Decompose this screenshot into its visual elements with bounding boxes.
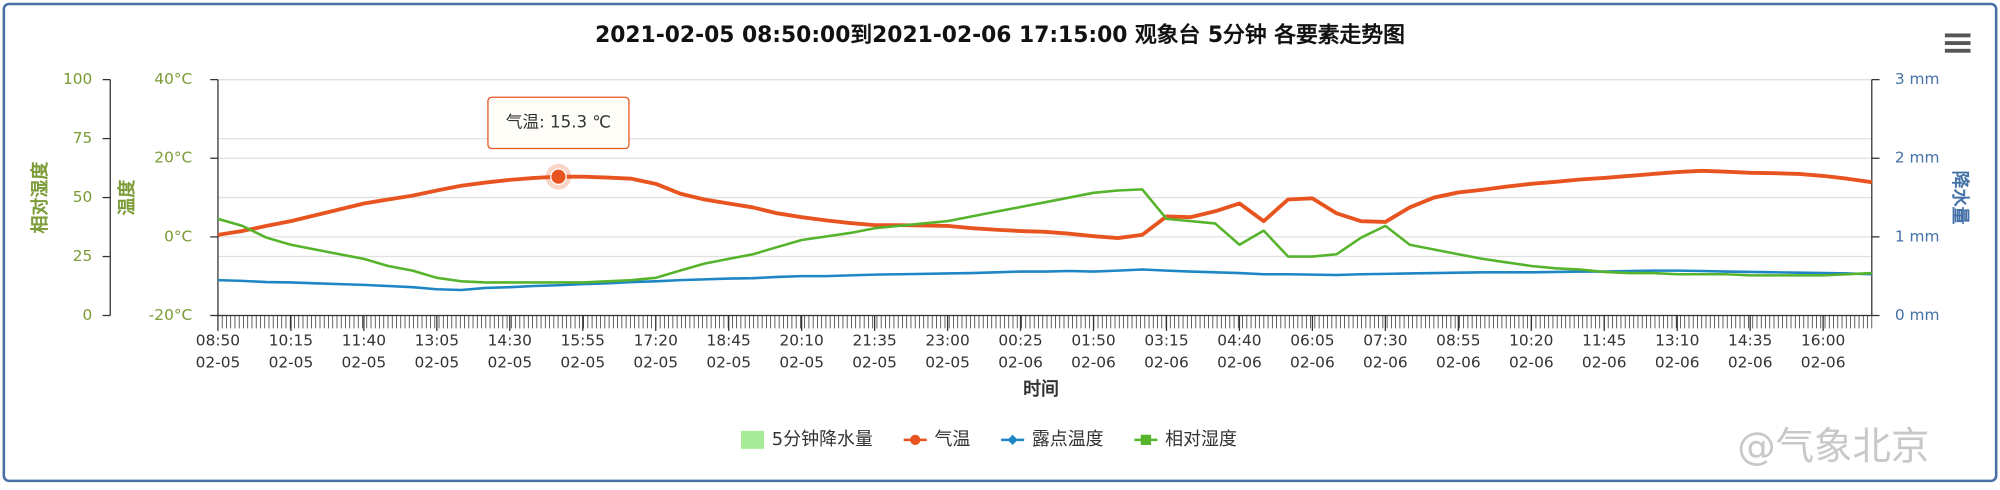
x-tick-label: 06:05 xyxy=(1290,332,1334,350)
x-axis-title: 时间 xyxy=(1023,379,1059,400)
x-tick-date: 02-06 xyxy=(998,353,1043,371)
x-tick-date: 02-05 xyxy=(779,353,824,371)
x-tick-label: 16:00 xyxy=(1801,332,1845,350)
y2-tick-label: 3 mm xyxy=(1895,70,1940,88)
x-tick-label: 11:45 xyxy=(1582,332,1626,350)
x-tick-date: 02-06 xyxy=(1582,353,1627,371)
x-tick-label: 01:50 xyxy=(1071,332,1115,350)
y-tick-label: 0°C xyxy=(164,227,192,245)
legend-label: 相对湿度 xyxy=(1165,429,1237,450)
x-tick-label: 21:35 xyxy=(852,332,896,350)
x-tick-label: 20:10 xyxy=(780,332,824,350)
x-tick-date: 02-06 xyxy=(1144,353,1189,371)
x-tick-date: 02-06 xyxy=(1655,353,1700,371)
y-tick-label: -20°C xyxy=(149,306,193,324)
y-tick-label: 40°C xyxy=(154,70,192,88)
x-tick-label: 23:00 xyxy=(925,332,969,350)
legend-label: 气温 xyxy=(934,429,970,450)
y3-tick-label: 50 xyxy=(73,188,93,206)
x-tick-label: 10:20 xyxy=(1509,332,1553,350)
line-series xyxy=(217,168,1873,240)
legend-marker xyxy=(1140,434,1152,445)
y-axis-title: 温度 xyxy=(116,180,138,216)
tooltip-text: 气温: 15.3 ℃ xyxy=(506,112,611,131)
x-tick-date: 02-06 xyxy=(1436,353,1481,371)
x-tick-label: 14:30 xyxy=(488,332,532,350)
x-tick-date: 02-06 xyxy=(1290,353,1335,371)
x-tick-date: 02-05 xyxy=(560,353,605,371)
menu-bar[interactable] xyxy=(1944,41,1971,45)
legend-label: 露点温度 xyxy=(1032,429,1104,450)
frame xyxy=(2,2,1998,483)
y-tick-label: 20°C xyxy=(154,149,192,167)
legend-marker xyxy=(1007,434,1018,445)
legend-label: 5分钟降水量 xyxy=(772,429,873,450)
legend-marker xyxy=(910,434,921,445)
legend-item[interactable]: 露点温度 xyxy=(1001,429,1104,450)
x-tick-date: 02-05 xyxy=(196,353,241,371)
tooltip-box xyxy=(487,96,630,150)
y2-tick-label: 1 mm xyxy=(1895,227,1940,245)
legend-item[interactable]: 相对湿度 xyxy=(1134,429,1237,450)
chart-title: 2021-02-05 08:50:00到2021-02-06 17:15:00 … xyxy=(595,22,1405,48)
legend-item[interactable]: 气温 xyxy=(903,429,971,450)
x-tick-label: 13:10 xyxy=(1655,332,1699,350)
x-tick-date: 02-06 xyxy=(1509,353,1554,371)
menu-bar[interactable] xyxy=(1944,33,1971,38)
x-tick-label: 17:20 xyxy=(634,332,678,350)
x-tick-label: 11:40 xyxy=(342,332,386,350)
x-tick-date: 02-05 xyxy=(414,353,459,371)
x-tick-label: 07:30 xyxy=(1363,332,1407,350)
legend-swatch xyxy=(741,430,765,449)
x-tick-date: 02-06 xyxy=(1071,353,1116,371)
x-tick-label: 03:15 xyxy=(1144,332,1188,350)
x-tick-label: 14:35 xyxy=(1728,332,1772,350)
y3-tick-label: 25 xyxy=(73,247,93,265)
x-tick-date: 02-05 xyxy=(269,353,314,371)
y3-axis-title: 相对湿度 xyxy=(29,162,51,234)
line-series xyxy=(217,188,1872,284)
y2-axis-title: 降水量 xyxy=(1949,171,1971,225)
x-tick-label: 08:55 xyxy=(1436,332,1480,350)
x-tick-date: 02-06 xyxy=(1217,353,1262,371)
watermark: @气象北京 xyxy=(1737,424,1929,469)
x-tick-label: 08:50 xyxy=(196,332,240,350)
x-tick-label: 00:25 xyxy=(998,332,1042,350)
y3-tick-label: 75 xyxy=(73,129,93,147)
x-tick-date: 02-05 xyxy=(706,353,751,371)
x-tick-date: 02-05 xyxy=(487,353,532,371)
x-tick-date: 02-05 xyxy=(633,353,678,371)
x-tick-label: 15:55 xyxy=(561,332,605,350)
menu-bar[interactable] xyxy=(1944,48,1971,53)
x-tick-date: 02-06 xyxy=(1363,353,1408,371)
x-tick-label: 10:15 xyxy=(269,332,313,350)
highlight-point xyxy=(550,168,567,186)
x-tick-date: 02-06 xyxy=(1801,353,1846,371)
x-tick-date: 02-05 xyxy=(342,353,387,371)
menu-button[interactable] xyxy=(1944,33,1971,53)
y2-tick-label: 0 mm xyxy=(1895,306,1940,324)
y3-tick-label: 0 xyxy=(83,306,93,324)
x-tick-date: 02-05 xyxy=(852,353,897,371)
x-tick-date: 02-06 xyxy=(1728,353,1773,371)
legend-item[interactable]: 5分钟降水量 xyxy=(741,429,873,450)
x-tick-label: 18:45 xyxy=(707,332,751,350)
x-tick-label: 13:05 xyxy=(415,332,459,350)
x-tick-label: 04:40 xyxy=(1217,332,1261,350)
y3-tick-label: 100 xyxy=(63,70,92,88)
y2-tick-label: 2 mm xyxy=(1895,149,1940,167)
x-tick-date: 02-05 xyxy=(925,353,970,371)
